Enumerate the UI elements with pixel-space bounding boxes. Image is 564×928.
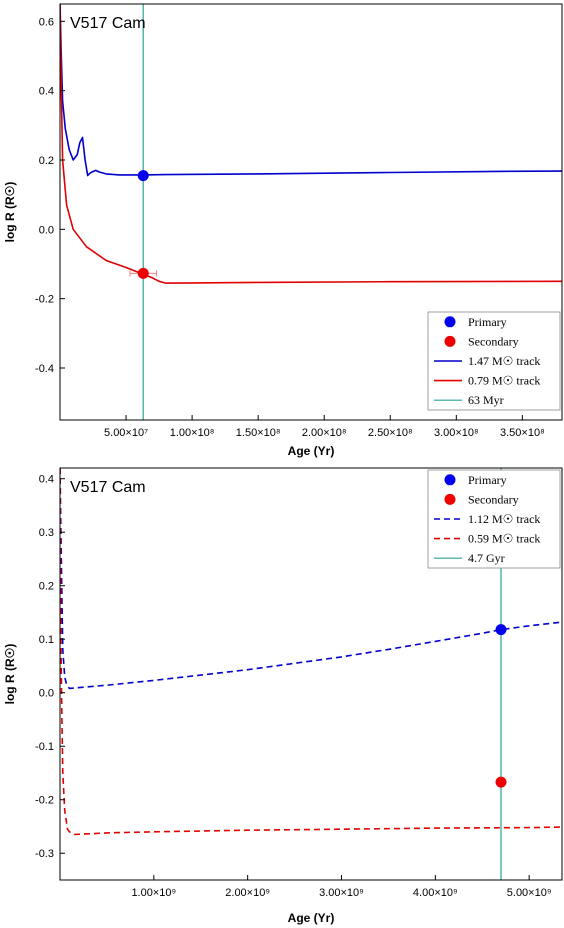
y-tick-label: 0.3 — [39, 527, 54, 539]
x-tick-label: 5.00×10⁹ — [507, 887, 552, 899]
y-tick-label: 0.2 — [39, 155, 54, 167]
x-axis-title: Age (Yr) — [288, 444, 335, 458]
x-tick-label: 3.00×10⁸ — [434, 427, 479, 439]
legend-label: 1.12 M☉ track — [468, 512, 540, 526]
y-tick-label: -0.4 — [35, 363, 54, 375]
y-tick-label: -0.1 — [35, 741, 54, 753]
chart-title: V517 Cam — [70, 15, 146, 32]
point-primary — [137, 170, 149, 182]
x-tick-label: 2.50×10⁸ — [368, 427, 413, 439]
point-primary — [495, 624, 507, 636]
x-tick-label: 3.00×10⁹ — [319, 887, 364, 899]
legend-label: 4.7 Gyr — [468, 551, 505, 565]
y-tick-label: 0.4 — [39, 474, 54, 486]
y-tick-label: 0.4 — [39, 86, 54, 98]
series-line-1 — [60, 4, 562, 284]
plot-frame — [59, 467, 563, 881]
series-line-0 — [60, 468, 562, 690]
y-tick-label: -0.2 — [35, 795, 54, 807]
series-line-1 — [60, 468, 562, 836]
point-secondary — [137, 267, 149, 279]
chart-title: V517 Cam — [70, 479, 146, 496]
legend-label: 1.47 M☉ track — [468, 354, 540, 368]
y-tick-label: 0.2 — [39, 581, 54, 593]
legend-label: 0.79 M☉ track — [468, 374, 540, 388]
x-axis-title: Age (Yr) — [288, 911, 335, 925]
point-secondary — [495, 776, 507, 788]
x-tick-label: 5.00×10⁷ — [104, 427, 148, 439]
legend-marker-primary — [444, 316, 456, 328]
legend-label: 0.59 M☉ track — [468, 532, 540, 546]
plot-area — [60, 4, 562, 420]
y-axis-title: log R (R☉) — [3, 182, 17, 243]
top-chart: -0.4 -0.2 0.0 0.2 0.4 0.6 5.00×10⁷ 1.00×10⁸ 1.50… — [3, 3, 563, 458]
legend-marker-secondary — [444, 335, 456, 347]
y-tick-label: 0.6 — [39, 16, 54, 28]
x-tick-label: 1.00×10⁹ — [131, 887, 176, 899]
plot-frame — [59, 3, 563, 421]
legend-label: Primary — [468, 315, 507, 329]
x-tick-label: 3.50×10⁸ — [500, 427, 545, 439]
y-axis-title: log R (R☉) — [3, 644, 17, 705]
x-tick-label: 4.00×10⁹ — [413, 887, 458, 899]
legend-label: 63 Myr — [468, 393, 504, 407]
x-tick-label: 1.00×10⁸ — [170, 427, 215, 439]
bottom-chart: -0.3 -0.2 -0.1 0.0 0.1 0.2 0.3 0.4 1.00×10⁹ 2.00×… — [3, 467, 563, 925]
legend-label: Secondary — [468, 334, 519, 348]
legend-marker-primary — [444, 474, 456, 486]
legend-label: Secondary — [468, 492, 519, 506]
x-tick-label: 1.50×10⁸ — [236, 427, 281, 439]
legend-marker-secondary — [444, 493, 456, 505]
y-tick-label: 0.1 — [39, 634, 54, 646]
y-tick-label: 0.0 — [39, 688, 54, 700]
legend-label: Primary — [468, 473, 507, 487]
y-tick-label: -0.3 — [35, 848, 54, 860]
series-line-0 — [60, 4, 562, 177]
x-tick-label: 2.00×10⁸ — [302, 427, 347, 439]
y-tick-label: -0.2 — [35, 294, 54, 306]
y-tick-label: 0.0 — [39, 224, 54, 236]
x-tick-label: 2.00×10⁹ — [225, 887, 270, 899]
